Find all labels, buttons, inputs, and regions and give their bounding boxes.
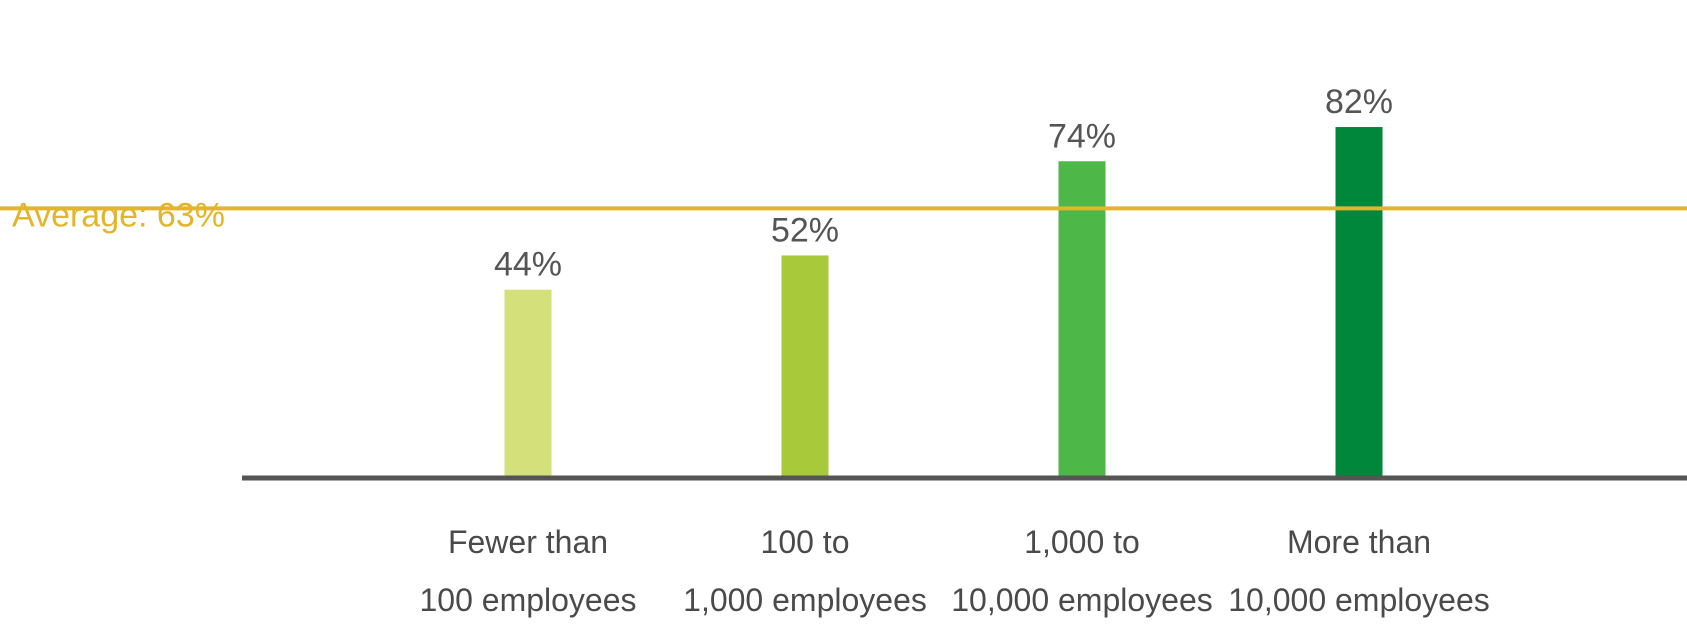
category-label-3-line-0: More than: [1287, 524, 1431, 560]
labels-layer: 44% Fewer than 100 employees 52% 100 to 1,000…: [419, 83, 1489, 618]
bar-value-label-3: 82%: [1325, 83, 1393, 121]
category-label-0-line-1: 100 employees: [419, 582, 636, 618]
bar-value-label-2: 74%: [1048, 117, 1116, 155]
bar-1: [781, 255, 829, 478]
bar-3: [1335, 127, 1383, 478]
bar-value-label-0: 44%: [494, 246, 562, 284]
bar-2: [1058, 161, 1106, 478]
bar-0: [504, 289, 552, 478]
category-label-1-line-0: 100 to: [761, 524, 850, 560]
category-label-1-line-1: 1,000 employees: [683, 582, 927, 618]
category-label-2-line-1: 10,000 employees: [951, 582, 1213, 618]
average-label: Average: 63%: [12, 196, 225, 234]
category-label-0-line-0: Fewer than: [448, 524, 608, 560]
category-label-3-line-1: 10,000 employees: [1228, 582, 1490, 618]
bar-value-label-1: 52%: [771, 211, 839, 249]
category-label-2-line-0: 1,000 to: [1024, 524, 1140, 560]
bars-layer: [504, 127, 1383, 478]
